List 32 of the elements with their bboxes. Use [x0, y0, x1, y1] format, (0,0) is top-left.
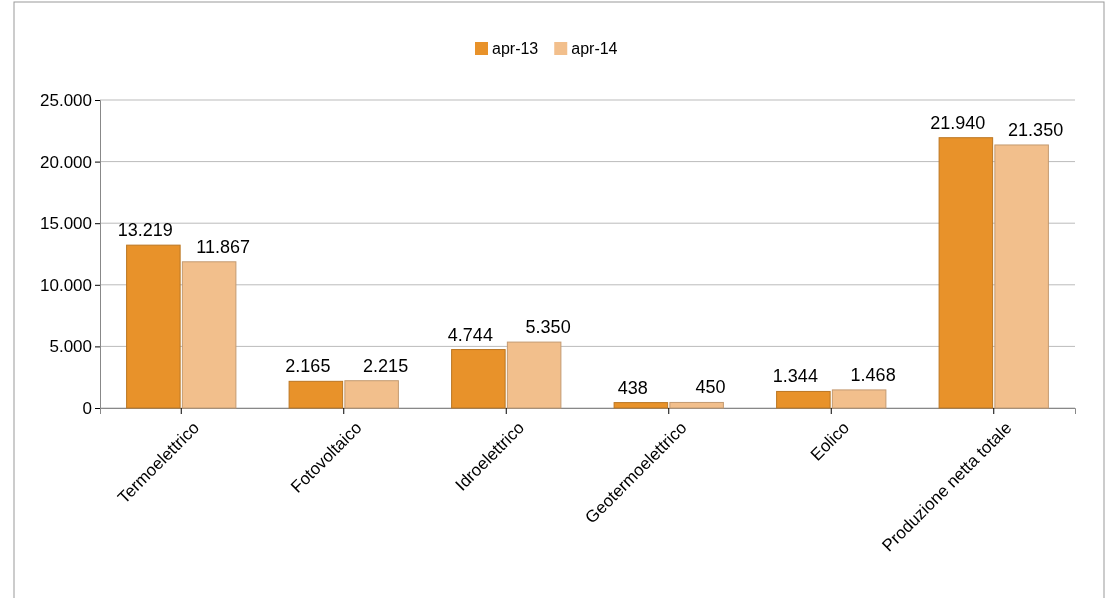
y-tick-label: 20.000 [40, 152, 92, 172]
data-label: 1.344 [772, 366, 818, 387]
bar [344, 380, 399, 409]
bar [938, 137, 994, 409]
bar [831, 389, 887, 409]
data-label: 450 [695, 377, 726, 398]
y-tick-label: 25.000 [40, 90, 92, 110]
legend-label: apr-13 [492, 40, 539, 57]
data-label: 21.940 [930, 112, 986, 133]
bar [506, 341, 562, 409]
y-tick-label: 0 [82, 398, 92, 418]
data-label: 1.468 [850, 364, 896, 385]
y-tick-label: 5.000 [49, 337, 92, 357]
bar [776, 390, 831, 409]
data-label: 13.219 [117, 220, 173, 241]
bar [669, 401, 724, 409]
data-label: 438 [617, 377, 648, 398]
bar [126, 244, 181, 409]
bar [288, 380, 344, 409]
data-label: 2.165 [285, 356, 331, 377]
data-label: 11.867 [196, 236, 250, 257]
bar [451, 349, 506, 409]
data-label: 2.215 [363, 355, 409, 376]
legend-label: apr-14 [571, 40, 618, 57]
bar [613, 402, 669, 409]
bar [181, 261, 237, 409]
y-tick-label: 15.000 [40, 214, 92, 234]
y-tick-label: 10.000 [40, 275, 92, 295]
data-label: 5.350 [525, 317, 571, 338]
bar [994, 144, 1049, 409]
data-label: 4.744 [447, 324, 493, 345]
data-label: 21.350 [1008, 119, 1064, 140]
